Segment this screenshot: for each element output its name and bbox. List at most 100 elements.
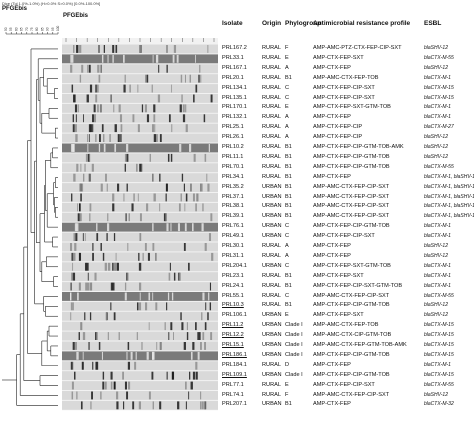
- isolate-name: PRL77.1: [222, 381, 244, 388]
- gel-band: [152, 124, 155, 133]
- phylogroup-cell: C: [285, 262, 290, 269]
- gel-band: [116, 401, 119, 410]
- gel-band: [199, 64, 201, 73]
- phylogroup-cell: C: [285, 94, 290, 101]
- gel-band: [139, 292, 141, 301]
- gel-band: [166, 64, 168, 73]
- gel-band: [126, 272, 128, 281]
- gel-band: [99, 134, 101, 142]
- gel-band: [198, 74, 200, 83]
- gel-band: [141, 163, 143, 172]
- origin-cell: RURAL: [262, 391, 281, 398]
- gel-band: [128, 213, 130, 222]
- gel-band: [201, 223, 204, 232]
- phylogroup-cell: B1: [285, 183, 292, 190]
- gel-band: [134, 361, 137, 370]
- isolate-name: PRL20.1: [222, 74, 244, 81]
- gel-band: [74, 223, 78, 232]
- gel-band: [159, 342, 162, 350]
- table-row: PRL23.1 RURAL B1 AMP-CTX-FEP-SXT blaCTX-M-1: [222, 272, 474, 282]
- gel-band: [185, 104, 187, 113]
- gel-band: [95, 361, 98, 370]
- gel-band: [184, 74, 186, 83]
- amr-profile-cell: AMP-CTX-FEP-CIP-SXT: [313, 381, 375, 388]
- gel-band: [151, 84, 153, 93]
- gel-band: [130, 351, 133, 360]
- gel-band: [97, 64, 100, 73]
- gel-band: [197, 351, 200, 360]
- gel-band: [101, 351, 103, 360]
- gel-band: [100, 243, 102, 251]
- amr-profile-cell: AMP-AMC-CTX-FEP-CIP-SXT: [313, 203, 390, 210]
- gel-band: [184, 223, 187, 232]
- gel-band: [200, 342, 202, 350]
- gel-band: [88, 124, 91, 133]
- gel-band: [185, 124, 188, 133]
- table-row: PRL170.1 RURAL E AMP-CTX-FEP-SXT-GTM-TOB bla…: [222, 103, 474, 113]
- gel-band: [88, 64, 91, 73]
- gel-band: [153, 114, 156, 123]
- esbl-gene-cell: blaCTX-M-1: [424, 262, 451, 269]
- table-row: PRL76.1 URBAN C AMP-CTX-FEP-CIP-GTM-TOB blaC…: [222, 222, 474, 232]
- gel-band: [152, 54, 154, 63]
- gel-band: [107, 223, 110, 232]
- isolate-name: PRL106.1: [222, 312, 247, 319]
- amr-profile-cell: AMP-CTX-FEP: [313, 64, 351, 71]
- gel-band: [73, 45, 75, 53]
- gel-band: [110, 94, 112, 103]
- gel-band: [207, 312, 209, 321]
- isolate-name: PRL170.1: [222, 104, 247, 111]
- gel-band: [98, 144, 101, 152]
- gel-band: [178, 203, 181, 212]
- gel-band: [173, 332, 174, 340]
- phylogroup-cell: Clade I: [285, 322, 303, 329]
- gel-band: [153, 351, 155, 360]
- gel-band: [166, 223, 169, 232]
- isolate-name: PRL11.1: [222, 153, 244, 160]
- gel-band: [79, 213, 82, 222]
- gel-lane: [62, 133, 218, 143]
- origin-cell: URBAN: [262, 351, 282, 358]
- gel-band: [82, 351, 84, 360]
- phylogroup-cell: B1: [285, 193, 292, 200]
- esbl-gene-cell: blaCTX-M-1: [424, 104, 451, 111]
- gel-band: [76, 351, 79, 360]
- gel-band: [148, 322, 150, 331]
- gel-band: [190, 351, 193, 360]
- gel-band: [181, 322, 184, 331]
- gel-band: [137, 193, 139, 202]
- gel-band: [201, 312, 203, 321]
- gel-lane: [62, 64, 218, 74]
- gel-band: [77, 203, 78, 212]
- gel-band: [90, 282, 93, 291]
- gel-band: [113, 312, 116, 321]
- gel-band: [79, 74, 82, 83]
- gel-band: [127, 361, 131, 370]
- gel-lane: [62, 94, 218, 103]
- gel-band: [76, 223, 79, 232]
- gel-band: [132, 401, 135, 410]
- gel-band: [76, 391, 78, 400]
- isolate-name: PRL38.1: [222, 203, 244, 210]
- esbl-gene-cell: blaCTX-M-1: [424, 233, 451, 240]
- gel-band: [133, 193, 135, 202]
- gel-band: [203, 401, 206, 410]
- gel-band: [201, 401, 204, 410]
- gel-band: [112, 45, 115, 53]
- gel-band: [74, 342, 77, 350]
- gel-band: [83, 173, 85, 182]
- gel-band: [126, 391, 129, 400]
- gel-band: [101, 124, 104, 133]
- gel-band: [113, 233, 116, 241]
- gel-lane: [62, 311, 218, 321]
- gel-band: [89, 153, 91, 162]
- gel-band: [148, 292, 151, 301]
- gel-band: [131, 203, 134, 212]
- origin-cell: URBAN: [262, 213, 282, 220]
- gel-band: [115, 252, 117, 261]
- gel-band: [159, 134, 162, 142]
- gel-band: [89, 312, 92, 321]
- amr-profile-cell: AMP-CTX-FEP-CIP-SXT: [313, 233, 375, 240]
- gel-band: [173, 45, 177, 53]
